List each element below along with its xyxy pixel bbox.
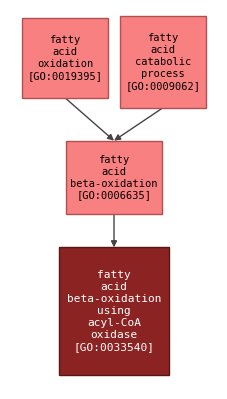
Text: fatty
acid
beta-oxidation
[GO:0006635]: fatty acid beta-oxidation [GO:0006635]: [70, 154, 157, 201]
FancyBboxPatch shape: [59, 247, 168, 375]
FancyBboxPatch shape: [66, 141, 161, 215]
Text: fatty
acid
catabolic
process
[GO:0009062]: fatty acid catabolic process [GO:0009062…: [125, 33, 200, 91]
FancyBboxPatch shape: [119, 16, 205, 108]
FancyBboxPatch shape: [22, 18, 108, 98]
Text: fatty
acid
oxidation
[GO:0019395]: fatty acid oxidation [GO:0019395]: [27, 35, 102, 81]
Text: fatty
acid
beta-oxidation
using
acyl-CoA
oxidase
[GO:0033540]: fatty acid beta-oxidation using acyl-CoA…: [67, 270, 160, 352]
